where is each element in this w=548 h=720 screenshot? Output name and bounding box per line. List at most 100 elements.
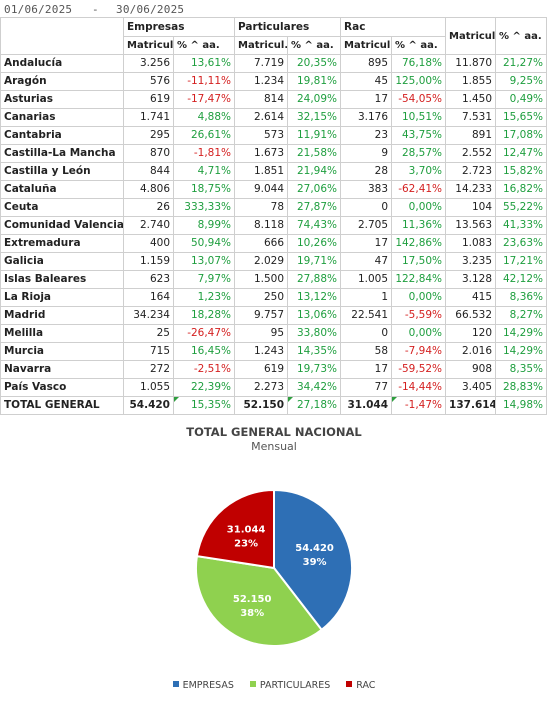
pct-change-cell: 8,27%: [495, 306, 548, 325]
pct-change-cell: 19,73%: [287, 360, 342, 379]
pct-change-cell: 21,94%: [287, 162, 342, 181]
registrations-cell: 1.159: [123, 252, 174, 271]
registrations-cell: 1.234: [234, 72, 289, 91]
sub-header-pct: % ^ aa.: [172, 36, 236, 55]
registrations-cell: 891: [445, 126, 497, 145]
registrations-cell: 17: [340, 234, 393, 253]
registrations-cell: 908: [445, 360, 497, 379]
registrations-cell: 715: [123, 342, 174, 361]
pie-slice-rac: [195, 488, 275, 570]
registrations-cell: 45: [340, 72, 393, 91]
registrations-table: Empresas Particulares Rac Matricul. % ^ …: [0, 17, 548, 415]
sub-header-matric: Matricul.: [123, 36, 174, 55]
legend-swatch: [172, 681, 179, 687]
pct-change-cell: 8,35%: [495, 360, 548, 379]
region-name: Cataluña: [0, 180, 124, 199]
pct-change-cell: 33,80%: [287, 324, 342, 343]
region-name: País Vasco: [0, 378, 124, 397]
registrations-cell: 1: [340, 288, 393, 307]
registrations-cell: 8.118: [234, 216, 289, 235]
sub-header-matric: Matricul.: [234, 36, 289, 55]
pct-change-cell: 333,33%: [172, 198, 236, 217]
registrations-cell: 1.673: [234, 144, 289, 163]
pct-change-cell: 21,27%: [495, 54, 548, 73]
pie-slice-empresas: [273, 488, 353, 632]
date-to: 30/06/2025: [116, 3, 185, 16]
registrations-cell: 0: [340, 324, 393, 343]
legend-label: RAC: [356, 680, 376, 691]
registrations-cell: 164: [123, 288, 174, 307]
pct-change-cell: 13,06%: [287, 306, 342, 325]
pct-change-cell: 43,75%: [391, 126, 447, 145]
registrations-cell: 3.235: [445, 252, 497, 271]
pct-change-cell: 15,82%: [495, 162, 548, 181]
pct-change-cell: 42,12%: [495, 270, 548, 289]
registrations-cell: 104: [445, 198, 497, 217]
registrations-cell: 814: [234, 90, 289, 109]
pct-change-cell: 0,00%: [391, 198, 447, 217]
registrations-cell: 4.806: [123, 180, 174, 199]
table-row: Castilla y León 844 4,71% 1.851 21,94% 28 3,70…: [0, 162, 548, 181]
registrations-cell: 47: [340, 252, 393, 271]
pct-change-cell: 26,61%: [172, 126, 236, 145]
registrations-cell: 78: [234, 198, 289, 217]
registrations-cell: 1.855: [445, 72, 497, 91]
group-header-row: Empresas Particulares Rac Matricul. % ^ …: [0, 17, 548, 55]
pct-change-cell: 76,18%: [391, 54, 447, 73]
region-name: La Rioja: [0, 288, 124, 307]
pct-change-cell: 18,28%: [172, 306, 236, 325]
region-name: Melilla: [0, 324, 124, 343]
legend-label: EMPRESAS: [182, 680, 234, 691]
registrations-cell: 2.705: [340, 216, 393, 235]
pct-change-cell: -11,11%: [172, 72, 236, 91]
table-row: Madrid 34.234 18,28% 9.757 13,06% 22.541 -5,59…: [0, 306, 548, 325]
pct-change-cell: -2,51%: [172, 360, 236, 379]
pct-change-cell: -59,52%: [391, 360, 447, 379]
registrations-cell: 31.044: [340, 396, 393, 415]
registrations-cell: 2.029: [234, 252, 289, 271]
registrations-cell: 120: [445, 324, 497, 343]
pct-change-cell: 11,36%: [391, 216, 447, 235]
pct-change-cell: 0,00%: [391, 324, 447, 343]
legend-item: PARTICULARES: [249, 680, 331, 691]
registrations-cell: 1.005: [340, 270, 393, 289]
chart-title: TOTAL GENERAL NACIONAL: [186, 425, 362, 439]
region-name: Cantabria: [0, 126, 124, 145]
registrations-cell: 9: [340, 144, 393, 163]
registrations-cell: 895: [340, 54, 393, 73]
pct-change-cell: 10,26%: [287, 234, 342, 253]
registrations-cell: 0: [340, 198, 393, 217]
pct-change-cell: 0,00%: [391, 288, 447, 307]
registrations-cell: 28: [340, 162, 393, 181]
registrations-cell: 666: [234, 234, 289, 253]
table-row: País Vasco 1.055 22,39% 2.273 34,42% 77 -14,44…: [0, 378, 548, 397]
legend-item: EMPRESAS: [172, 680, 234, 691]
registrations-cell: 2.614: [234, 108, 289, 127]
pct-change-cell: 17,21%: [495, 252, 548, 271]
table-row: Murcia 715 16,45% 1.243 14,35% 58 -7,94% 2.016 1…: [0, 342, 548, 361]
pct-change-cell: 4,88%: [172, 108, 236, 127]
region-name: Andalucía: [0, 54, 124, 73]
pct-change-cell: -1,47%: [391, 396, 447, 415]
pct-change-cell: 9,25%: [495, 72, 548, 91]
pct-change-cell: 32,15%: [287, 108, 342, 127]
registrations-cell: 1.243: [234, 342, 289, 361]
table-row: Aragón 576 -11,11% 1.234 19,81% 45 125,00% 1.85…: [0, 72, 548, 91]
pct-change-cell: 8,99%: [172, 216, 236, 235]
pct-change-cell: 13,07%: [172, 252, 236, 271]
pct-change-cell: 20,35%: [287, 54, 342, 73]
registrations-cell: 576: [123, 72, 174, 91]
pct-change-cell: 22,39%: [172, 378, 236, 397]
total-row: TOTAL GENERAL 54.420 15,35% 52.150 27,18% 31.…: [0, 396, 548, 415]
region-name: TOTAL GENERAL: [0, 396, 124, 415]
pct-change-cell: 14,35%: [287, 342, 342, 361]
registrations-cell: 66.532: [445, 306, 497, 325]
registrations-cell: 77: [340, 378, 393, 397]
registrations-cell: 17: [340, 360, 393, 379]
pie-data-label: 38%: [240, 608, 264, 619]
chart-subtitle: Mensual: [251, 440, 297, 453]
pct-change-cell: 0,49%: [495, 90, 548, 109]
pct-change-cell: 125,00%: [391, 72, 447, 91]
pct-change-cell: 27,06%: [287, 180, 342, 199]
legend-label: PARTICULARES: [259, 680, 331, 691]
